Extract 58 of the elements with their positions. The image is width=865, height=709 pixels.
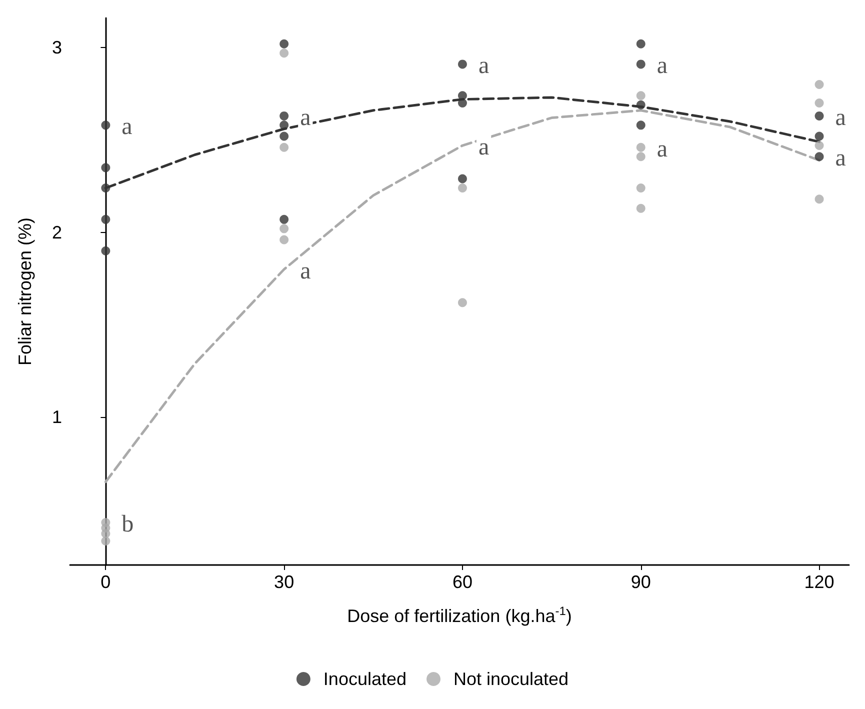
point (636, 184, 646, 193)
annotation: a (478, 53, 490, 80)
point (101, 536, 110, 546)
point (458, 298, 467, 308)
point (814, 132, 824, 141)
point (101, 246, 110, 256)
point (814, 152, 824, 162)
point (636, 142, 646, 152)
legend-label: Not inoculated (453, 669, 569, 689)
point (458, 91, 467, 100)
point (636, 39, 646, 48)
x-tick-label: 0 (100, 572, 111, 592)
annotation: a (656, 53, 668, 80)
x-tick-label: 120 (804, 572, 834, 592)
point (636, 120, 646, 130)
point (458, 98, 467, 108)
point (636, 204, 646, 213)
point (814, 98, 824, 108)
point (280, 132, 289, 141)
y-tick-label: 3 (52, 38, 62, 58)
point (280, 39, 289, 48)
y-tick-label: 1 (52, 407, 62, 428)
point (280, 48, 289, 58)
y-tick-label: 2 (52, 222, 62, 242)
y-axis-title: Foliar nitrogen (%) (15, 217, 35, 366)
point (280, 235, 289, 244)
annotation: b (122, 511, 134, 538)
annotation: a (300, 258, 312, 284)
point (814, 80, 824, 90)
point (101, 529, 110, 538)
annotation: a (835, 104, 846, 131)
point (280, 214, 289, 224)
annotation: a (122, 114, 133, 140)
x-tick-label: 60 (452, 572, 472, 592)
point (280, 224, 289, 234)
point (458, 184, 467, 193)
point (280, 142, 289, 152)
point (636, 100, 646, 110)
point (814, 194, 824, 204)
point (458, 60, 467, 69)
annotation: a (835, 146, 846, 172)
point (814, 111, 824, 120)
point (814, 141, 824, 150)
point (280, 111, 289, 120)
x-tick-label: 90 (630, 572, 651, 592)
point (636, 60, 646, 69)
annotation: a (478, 134, 490, 161)
point (101, 214, 110, 224)
point (101, 120, 110, 130)
legend-label: Inoculated (323, 669, 407, 689)
point (101, 163, 110, 172)
point (101, 184, 110, 193)
x-tick-label: 30 (274, 572, 294, 592)
annotation: a (300, 104, 312, 131)
point (636, 91, 646, 100)
annotation: a (656, 136, 668, 162)
point (458, 174, 467, 184)
point (636, 152, 646, 162)
